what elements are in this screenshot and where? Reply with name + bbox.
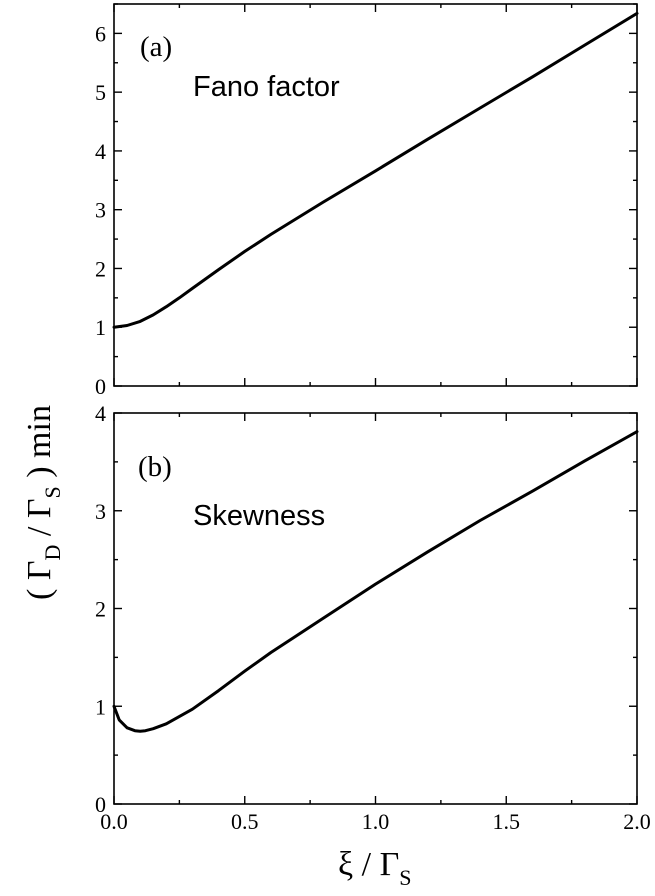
y-tick-label: 4 xyxy=(95,139,106,164)
panel-a-series-line xyxy=(112,11,639,329)
panel-b-frame xyxy=(113,412,638,805)
y-tick-label: 1 xyxy=(95,694,106,719)
y-tick-label: 2 xyxy=(95,597,106,622)
y-tick-label: 4 xyxy=(95,401,106,426)
x-tick-label: 1.5 xyxy=(493,809,521,834)
y-tick-label: 2 xyxy=(95,256,106,281)
panel-b-annotation: Skewness xyxy=(193,500,325,532)
y-tick-label: 6 xyxy=(95,21,106,46)
panel-a-label: (a) xyxy=(140,31,172,63)
panel-b-tick-labels: 0 1 2 3 4 0.0 0.5 1.0 1.5 2.0 xyxy=(95,401,651,834)
y-axis-title: ( ΓD / ΓS ) min xyxy=(21,405,65,600)
panel-a-annotation: Fano factor xyxy=(193,71,340,103)
panel-b-skewness: 0 1 2 3 4 0.0 0.5 1.0 1.5 2.0 (b) Skewness xyxy=(95,401,651,834)
y-tick-label: 3 xyxy=(95,499,106,524)
y-axis-title-open: ( Γ xyxy=(21,561,58,600)
x-tick-label: 0.0 xyxy=(100,809,128,834)
panel-a-tick-labels: 0 1 2 3 4 5 6 xyxy=(95,21,106,399)
y-axis-title-close: ) min xyxy=(21,405,58,486)
x-axis-title-subscript: S xyxy=(399,865,411,890)
x-axis-title-main: ξ / Γ xyxy=(338,846,399,883)
y-axis-title-mid: / Γ xyxy=(21,499,58,545)
y-tick-label: 1 xyxy=(95,315,106,340)
y-tick-label: 5 xyxy=(95,80,106,105)
panel-a-ticks xyxy=(113,3,638,387)
x-axis-title: ξ / ΓS xyxy=(338,846,412,890)
x-tick-label: 1.0 xyxy=(362,809,390,834)
x-tick-label: 2.0 xyxy=(623,809,651,834)
y-axis-title-sub-s: S xyxy=(40,486,65,498)
panel-b-label: (b) xyxy=(138,451,172,483)
x-tick-label: 0.5 xyxy=(231,809,259,834)
panel-b-series-line xyxy=(112,430,639,733)
y-tick-label: 0 xyxy=(95,374,106,399)
panel-b-ticks xyxy=(113,412,638,805)
y-tick-label: 3 xyxy=(95,198,106,223)
panel-a-fano-factor: 0 1 2 3 4 5 6 (a) Fano factor xyxy=(95,3,639,399)
y-axis-title-sub-d: D xyxy=(40,545,65,561)
y-tick-label: 0 xyxy=(95,792,106,817)
